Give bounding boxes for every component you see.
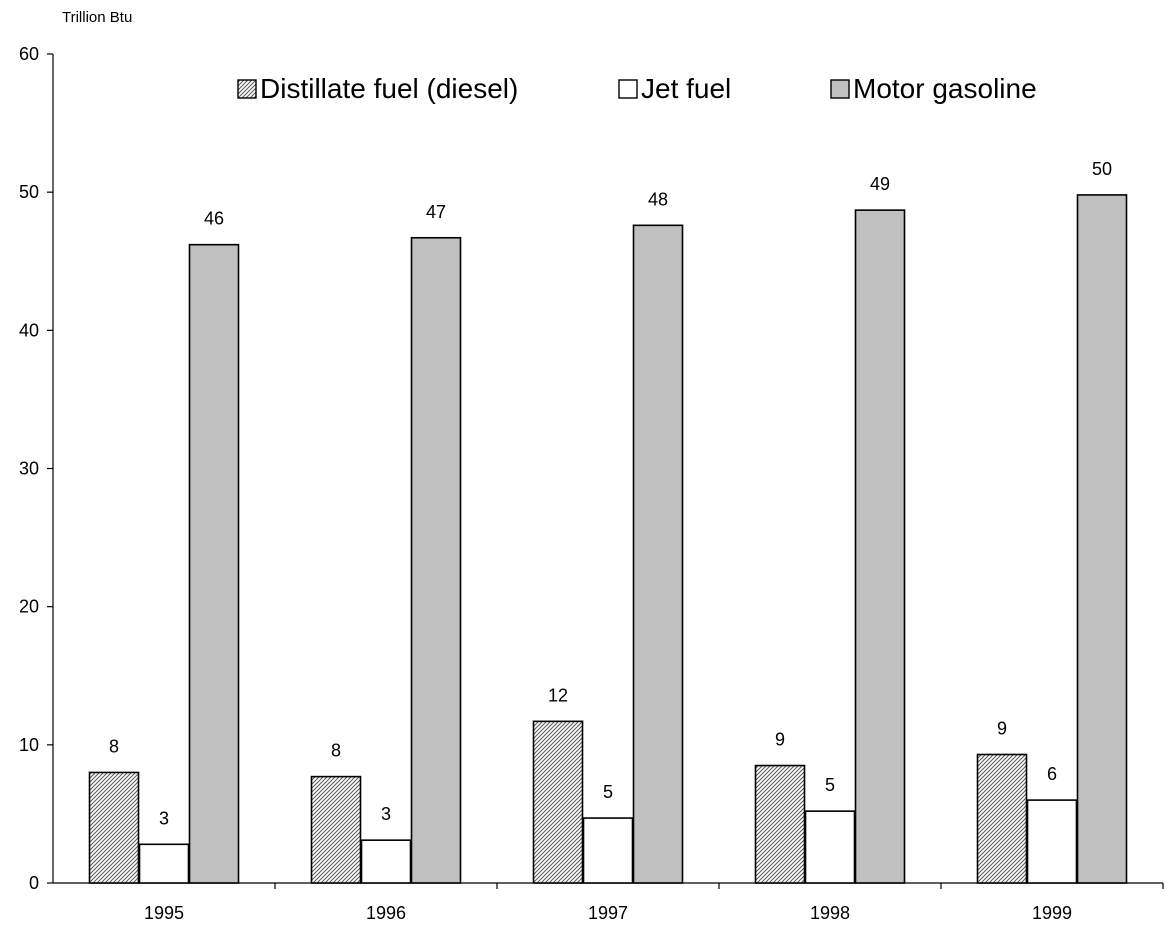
bar-motor-gasoline-1998 [856, 210, 905, 883]
data-label: 9 [775, 730, 785, 750]
legend-label: Motor gasoline [853, 73, 1037, 104]
data-label: 49 [870, 174, 890, 194]
bar-jet-fuel-1999 [1028, 800, 1077, 883]
bar-jet-fuel-1995 [140, 844, 189, 883]
y-tick-label: 0 [29, 873, 39, 893]
legend-swatch [619, 80, 637, 98]
data-label: 3 [159, 808, 169, 828]
legend-swatch [238, 80, 256, 98]
y-tick-label: 40 [19, 320, 39, 340]
legend: Distillate fuel (diesel) Jet fuel Motor ga… [238, 73, 1037, 104]
data-label: 8 [331, 741, 341, 761]
bar-motor-gasoline-1996 [412, 238, 461, 883]
data-label: 48 [648, 189, 668, 209]
x-tick-label: 1996 [366, 903, 406, 923]
legend-label: Distillate fuel (diesel) [260, 73, 518, 104]
x-tick-label: 1997 [588, 903, 628, 923]
x-tick-label: 1998 [810, 903, 850, 923]
y-tick-label: 30 [19, 459, 39, 479]
y-tick-label: 10 [19, 735, 39, 755]
data-label: 8 [109, 736, 119, 756]
bar-distillate-fuel-diesel-1996 [312, 777, 361, 883]
y-tick-label: 20 [19, 597, 39, 617]
data-label: 5 [825, 775, 835, 795]
bar-jet-fuel-1998 [806, 811, 855, 883]
data-label: 12 [548, 685, 568, 705]
legend-swatch [831, 80, 849, 98]
bar-distillate-fuel-diesel-1999 [978, 755, 1027, 883]
data-label: 5 [603, 782, 613, 802]
y-tick-label: 60 [19, 44, 39, 64]
bar-distillate-fuel-diesel-1998 [756, 766, 805, 883]
data-label: 47 [426, 202, 446, 222]
data-label: 9 [997, 719, 1007, 739]
legend-label: Jet fuel [641, 73, 731, 104]
data-label: 50 [1092, 159, 1112, 179]
bar-motor-gasoline-1995 [190, 245, 239, 883]
y-unit-label: Trillion Btu [62, 9, 132, 26]
data-labels: 8 3 46 8 3 47 12 5 48 9 5 49 9 6 50 [109, 159, 1112, 828]
bar-jet-fuel-1997 [584, 818, 633, 883]
bar-distillate-fuel-diesel-1995 [90, 772, 139, 883]
bar-motor-gasoline-1999 [1078, 195, 1127, 883]
x-tick-label: 1995 [144, 903, 184, 923]
y-tick-label: 50 [19, 182, 39, 202]
data-label: 46 [204, 209, 224, 229]
data-label: 6 [1047, 764, 1057, 784]
bars [90, 195, 1127, 883]
data-label: 3 [381, 804, 391, 824]
bar-distillate-fuel-diesel-1997 [534, 721, 583, 883]
bar-motor-gasoline-1997 [634, 225, 683, 883]
bar-jet-fuel-1996 [362, 840, 411, 883]
x-tick-label: 1999 [1032, 903, 1072, 923]
